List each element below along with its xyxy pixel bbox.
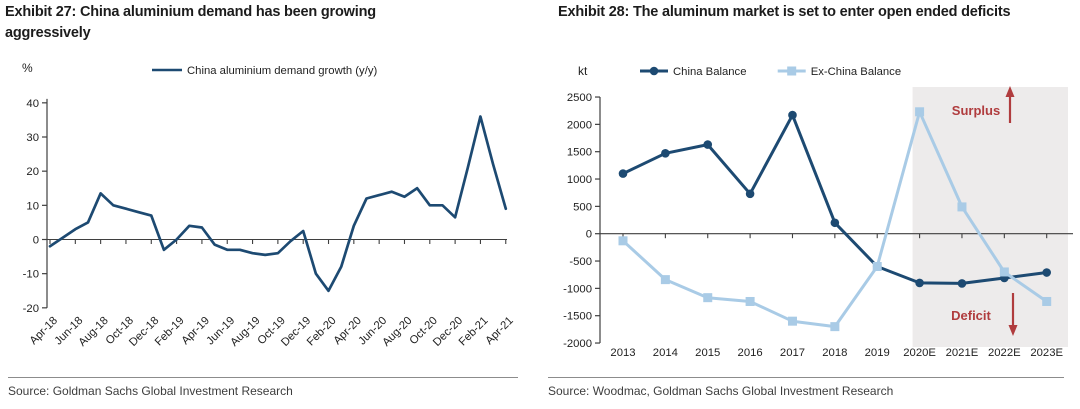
svg-text:China Balance: China Balance bbox=[673, 66, 746, 78]
svg-text:2000: 2000 bbox=[567, 119, 592, 131]
svg-text:40: 40 bbox=[26, 98, 39, 110]
exhibit-28-source-text: Source: Woodmac, Goldman Sachs Global In… bbox=[548, 384, 894, 398]
svg-text:Surplus: Surplus bbox=[952, 103, 1000, 118]
exhibit-28-panel: Exhibit 28: The aluminum market is set t… bbox=[540, 0, 1080, 409]
exhibit-28-source-block: Source: Woodmac, Goldman Sachs Global In… bbox=[548, 377, 1064, 398]
exhibit-28-line-chart: kt China Balance Ex-China Balance 2500 2000 1… bbox=[563, 64, 1073, 359]
svg-text:2018: 2018 bbox=[822, 347, 847, 359]
svg-text:2020E: 2020E bbox=[903, 347, 936, 359]
svg-text:2014: 2014 bbox=[653, 347, 678, 359]
svg-text:-20: -20 bbox=[23, 303, 39, 315]
svg-text:Feb-19: Feb-19 bbox=[153, 315, 187, 349]
svg-text:30: 30 bbox=[26, 132, 39, 144]
svg-text:2017: 2017 bbox=[780, 347, 805, 359]
svg-text:Apr-21: Apr-21 bbox=[483, 315, 515, 347]
svg-text:1500: 1500 bbox=[567, 147, 592, 159]
exhibit-28-title: Exhibit 28: The aluminum market is set t… bbox=[558, 4, 1011, 20]
svg-text:-1000: -1000 bbox=[563, 283, 592, 295]
svg-text:2013: 2013 bbox=[610, 347, 635, 359]
svg-text:Feb-21: Feb-21 bbox=[457, 315, 491, 349]
svg-text:2016: 2016 bbox=[738, 347, 763, 359]
svg-text:500: 500 bbox=[573, 201, 592, 213]
exhibit-27-title: Exhibit 27: China aluminium demand has b… bbox=[5, 4, 376, 42]
svg-text:Ex-China Balance: Ex-China Balance bbox=[811, 66, 901, 78]
svg-text:-1500: -1500 bbox=[563, 311, 592, 323]
svg-text:20: 20 bbox=[26, 166, 39, 178]
svg-text:10: 10 bbox=[26, 200, 39, 212]
svg-text:2500: 2500 bbox=[567, 92, 592, 104]
svg-text:-500: -500 bbox=[569, 256, 592, 268]
svg-text:2023E: 2023E bbox=[1030, 347, 1063, 359]
svg-text:2022E: 2022E bbox=[988, 347, 1021, 359]
svg-text:1000: 1000 bbox=[567, 174, 592, 186]
svg-text:China aluminium demand growth: China aluminium demand growth (y/y) bbox=[187, 65, 377, 77]
svg-text:%: % bbox=[22, 61, 33, 75]
exhibit-27-line-chart: % China aluminium demand growth (y/y) 40 30… bbox=[22, 61, 516, 349]
exhibit-27-panel: Exhibit 27: China aluminium demand has b… bbox=[5, 4, 518, 398]
svg-text:0: 0 bbox=[33, 235, 39, 247]
exhibit-27-source-block: Source: Goldman Sachs Global Investment … bbox=[8, 377, 518, 398]
svg-text:2015: 2015 bbox=[695, 347, 720, 359]
svg-text:Feb-20: Feb-20 bbox=[305, 315, 339, 349]
svg-text:kt: kt bbox=[578, 64, 588, 78]
svg-text:-10: -10 bbox=[23, 269, 39, 281]
svg-text:2021E: 2021E bbox=[946, 347, 979, 359]
exhibit-27-source-text: Source: Goldman Sachs Global Investment … bbox=[8, 384, 293, 398]
svg-text:-2000: -2000 bbox=[563, 338, 592, 350]
svg-text:0: 0 bbox=[586, 229, 592, 241]
svg-text:2019: 2019 bbox=[865, 347, 890, 359]
svg-text:Deficit: Deficit bbox=[951, 308, 991, 323]
